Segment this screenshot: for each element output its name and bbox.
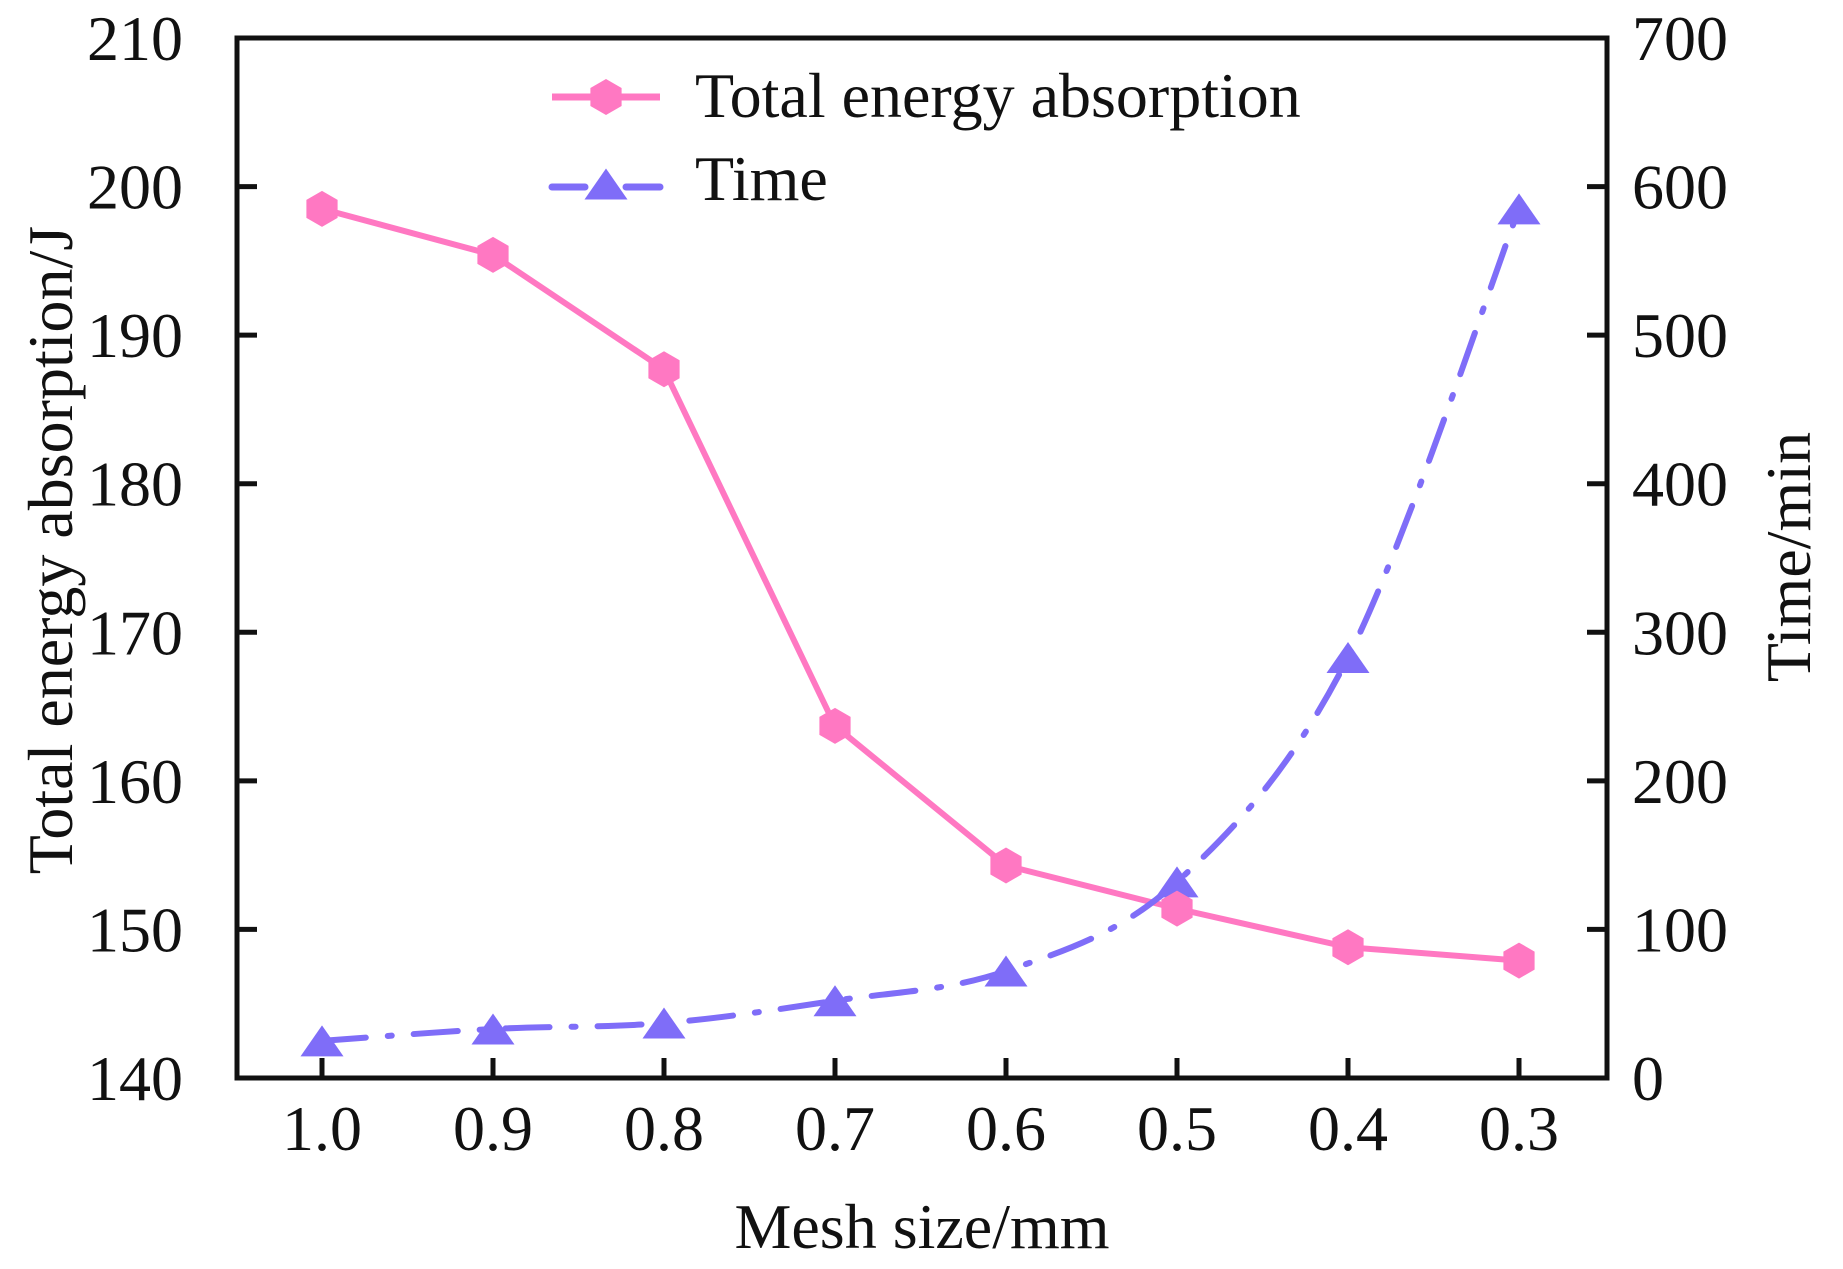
legend-label-energy: Total energy absorption [695,60,1301,131]
legend-item-energy: Total energy absorption [552,60,1301,131]
data-point-time [813,985,857,1017]
data-point-energy [1503,942,1535,979]
y2-tick-label: 600 [1632,152,1728,223]
legend-label-time: Time [695,143,828,214]
legend-item-time: Time [548,143,828,214]
y-tick-label: 160 [87,746,183,817]
x-tick-label: 0.6 [966,1093,1046,1164]
legend-marker-triangle-icon [584,168,628,200]
y2-tick-label: 500 [1632,300,1728,371]
data-point-energy [306,190,338,227]
y-tick-label: 210 [87,3,183,74]
data-point-energy [477,236,509,273]
x-tick-label: 0.5 [1137,1093,1217,1164]
y-tick-label: 180 [87,449,183,520]
y2-tick-label: 0 [1632,1043,1664,1114]
legend-marker-hexagon-icon [590,79,622,115]
data-point-time [1155,866,1199,898]
data-point-energy [819,707,851,744]
plot-area [300,190,1541,1057]
tick-labels: 140 150 160 170 180 190 200 210 0 100 200 300 400 500… [87,3,1728,1164]
data-point-energy [1161,890,1193,927]
data-point-time [1326,642,1370,674]
y-axis-title: Total energy absorption/J [15,226,86,874]
y2-tick-label: 300 [1632,597,1728,668]
data-point-time [300,1025,344,1057]
y2-tick-label: 700 [1632,3,1728,74]
y2-tick-label: 100 [1632,894,1728,965]
y2-tick-label: 400 [1632,449,1728,520]
x-tick-label: 0.8 [624,1093,704,1164]
data-point-time [642,1007,686,1039]
data-point-time [1497,193,1541,225]
y-tick-label: 190 [87,300,183,371]
series-line-time [319,205,1522,1044]
y-tick-label: 200 [87,152,183,223]
x-tick-label: 0.7 [795,1093,875,1164]
x-tick-label: 0.4 [1308,1093,1388,1164]
x-tick-label: 0.3 [1479,1093,1559,1164]
x-axis-title: Mesh size/mm [734,1191,1109,1262]
plot-frame [234,35,1610,1081]
axis-ticks [237,184,1607,1078]
x-tick-label: 1.0 [282,1093,362,1164]
data-point-time [984,955,1028,987]
series-line-energy [321,205,1520,964]
data-point-energy [990,847,1022,884]
y2-axis-title: Time/min [1753,432,1824,682]
y2-tick-label: 200 [1632,746,1728,817]
x-tick-label: 0.9 [453,1093,533,1164]
y-tick-label: 140 [87,1043,183,1114]
y-tick-label: 170 [87,597,183,668]
data-point-time [471,1013,515,1045]
legend: Total energy absorption Time [548,60,1301,214]
data-point-energy [1332,929,1364,966]
y-tick-label: 150 [87,894,183,965]
data-point-energy [648,351,680,388]
